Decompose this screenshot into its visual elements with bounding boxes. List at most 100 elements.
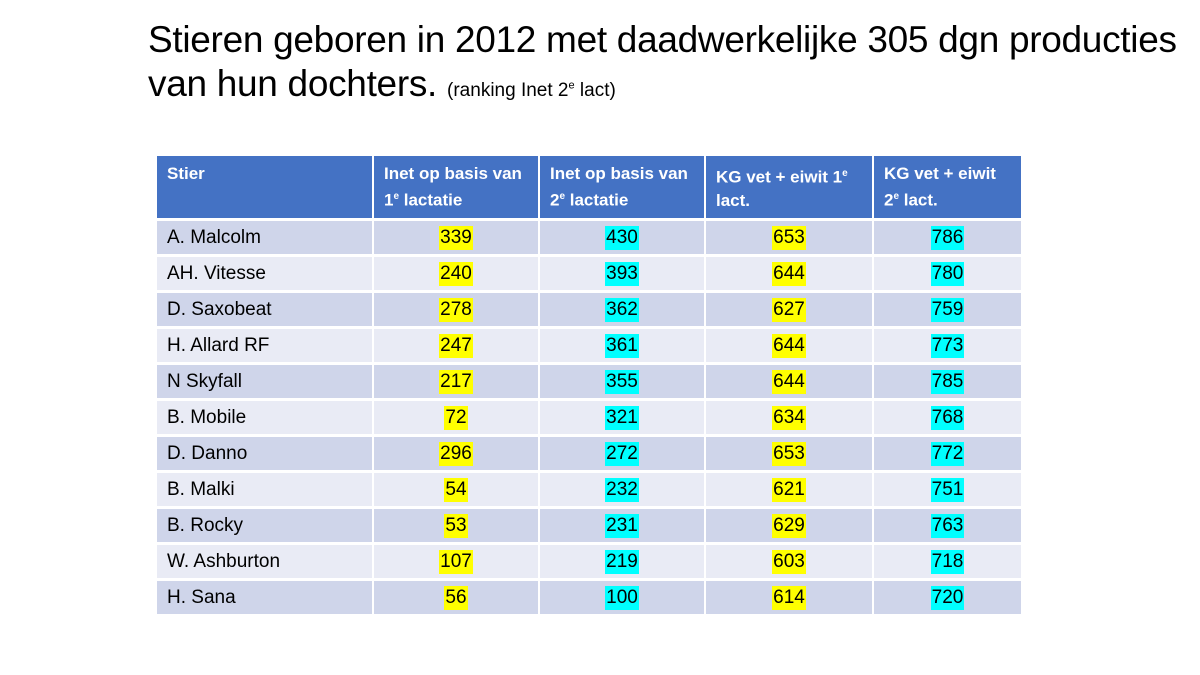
value-highlight: 232 (605, 477, 639, 502)
kg-2e-cell: 751 (874, 473, 1021, 509)
value-highlight: 644 (772, 369, 806, 394)
inet-1e-cell: 53 (374, 509, 540, 545)
kg-2e-cell: 786 (874, 221, 1021, 257)
value-highlight: 361 (605, 333, 639, 358)
inet-2e-cell: 272 (540, 437, 706, 473)
stier-cell: B. Rocky (157, 509, 374, 545)
title-line-1: Stieren geboren in 2012 met daadwerkelij… (148, 19, 1177, 60)
kg-1e-cell: 644 (706, 329, 874, 365)
kg-2e-cell: 780 (874, 257, 1021, 293)
title-note-suffix: lact) (574, 80, 616, 101)
inet-1e-cell: 56 (374, 581, 540, 617)
value-highlight: 603 (772, 549, 806, 574)
kg-2e-cell: 763 (874, 509, 1021, 545)
title-line-2-text: van hun dochters. (148, 63, 438, 104)
kg-1e-cell: 614 (706, 581, 874, 617)
inet-2e-cell: 100 (540, 581, 706, 617)
value-highlight: 718 (930, 549, 965, 574)
inet-2e-cell: 321 (540, 401, 706, 437)
value-highlight: 72 (444, 405, 468, 430)
value-highlight: 296 (439, 441, 473, 466)
kg-2e-cell: 785 (874, 365, 1021, 401)
kg-2e-cell: 773 (874, 329, 1021, 365)
inet-1e-cell: 107 (374, 545, 540, 581)
kg-2e-cell: 772 (874, 437, 1021, 473)
table-row: H. Sana 56 100 614 720 (157, 581, 1021, 617)
value-highlight: 362 (605, 297, 639, 322)
stier-cell: AH. Vitesse (157, 257, 374, 293)
inet-2e-cell: 362 (540, 293, 706, 329)
inet-2e-cell: 355 (540, 365, 706, 401)
value-highlight: 56 (444, 585, 468, 610)
value-highlight: 430 (605, 225, 639, 250)
value-highlight: 339 (439, 225, 473, 250)
value-highlight: 100 (605, 585, 639, 610)
inet-1e-cell: 339 (374, 221, 540, 257)
value-highlight: 231 (605, 513, 639, 538)
bulls-production-table: Stier Inet op basis van 1e lactatie Inet… (157, 156, 1021, 617)
kg-1e-cell: 644 (706, 365, 874, 401)
kg-1e-cell: 629 (706, 509, 874, 545)
kg-2e-cell: 720 (874, 581, 1021, 617)
inet-2e-cell: 393 (540, 257, 706, 293)
kg-1e-cell: 603 (706, 545, 874, 581)
table-row: N Skyfall 217 355 644 785 (157, 365, 1021, 401)
inet-1e-cell: 54 (374, 473, 540, 509)
stier-cell: N Skyfall (157, 365, 374, 401)
kg-1e-cell: 653 (706, 221, 874, 257)
header-inet-1e-lactatie: Inet op basis van 1e lactatie (374, 156, 540, 221)
value-highlight: 393 (605, 261, 639, 286)
title-note-text: (ranking Inet 2 (447, 80, 569, 101)
slide-title: Stieren geboren in 2012 met daadwerkelij… (148, 18, 1188, 113)
value-highlight: 780 (930, 261, 965, 286)
value-highlight: 272 (605, 441, 639, 466)
header-inet-2e-lactatie: Inet op basis van 2e lactatie (540, 156, 706, 221)
stier-cell: H. Allard RF (157, 329, 374, 365)
value-highlight: 786 (930, 225, 965, 250)
inet-2e-cell: 232 (540, 473, 706, 509)
inet-1e-cell: 217 (374, 365, 540, 401)
header-row: Stier Inet op basis van 1e lactatie Inet… (157, 156, 1021, 221)
value-highlight: 644 (772, 261, 806, 286)
value-highlight: 644 (772, 333, 806, 358)
title-line-2: van hun dochters. (ranking Inet 2e lact) (148, 62, 1188, 113)
kg-2e-cell: 718 (874, 545, 1021, 581)
value-highlight: 107 (439, 549, 473, 574)
value-highlight: 217 (439, 369, 473, 394)
value-highlight: 763 (930, 513, 965, 538)
stier-cell: B. Malki (157, 473, 374, 509)
table-row: A. Malcolm 339 430 653 786 (157, 221, 1021, 257)
table-row: B. Mobile 72 321 634 768 (157, 401, 1021, 437)
title-note: (ranking Inet 2e lact) (447, 80, 616, 101)
value-highlight: 751 (930, 477, 965, 502)
inet-2e-cell: 430 (540, 221, 706, 257)
kg-1e-cell: 634 (706, 401, 874, 437)
stier-cell: W. Ashburton (157, 545, 374, 581)
header-kg-1e-lact: KG vet + eiwit 1e lact. (706, 156, 874, 221)
table-row: AH. Vitesse 240 393 644 780 (157, 257, 1021, 293)
table-body: A. Malcolm 339 430 653 786 AH. Vitesse 240 393 6… (157, 221, 1021, 617)
inet-2e-cell: 219 (540, 545, 706, 581)
inet-2e-cell: 361 (540, 329, 706, 365)
stier-cell: D. Danno (157, 437, 374, 473)
inet-1e-cell: 72 (374, 401, 540, 437)
inet-1e-cell: 296 (374, 437, 540, 473)
value-highlight: 720 (930, 585, 965, 610)
kg-2e-cell: 759 (874, 293, 1021, 329)
inet-1e-cell: 278 (374, 293, 540, 329)
value-highlight: 772 (930, 441, 965, 466)
value-highlight: 247 (439, 333, 473, 358)
inet-1e-cell: 247 (374, 329, 540, 365)
kg-1e-cell: 621 (706, 473, 874, 509)
kg-1e-cell: 627 (706, 293, 874, 329)
inet-2e-cell: 231 (540, 509, 706, 545)
value-highlight: 54 (444, 477, 468, 502)
table-row: W. Ashburton 107 219 603 718 (157, 545, 1021, 581)
value-highlight: 653 (772, 225, 806, 250)
value-highlight: 653 (772, 441, 806, 466)
table-row: H. Allard RF 247 361 644 773 (157, 329, 1021, 365)
kg-1e-cell: 644 (706, 257, 874, 293)
value-highlight: 759 (930, 297, 965, 322)
value-highlight: 621 (772, 477, 806, 502)
value-highlight: 278 (439, 297, 473, 322)
